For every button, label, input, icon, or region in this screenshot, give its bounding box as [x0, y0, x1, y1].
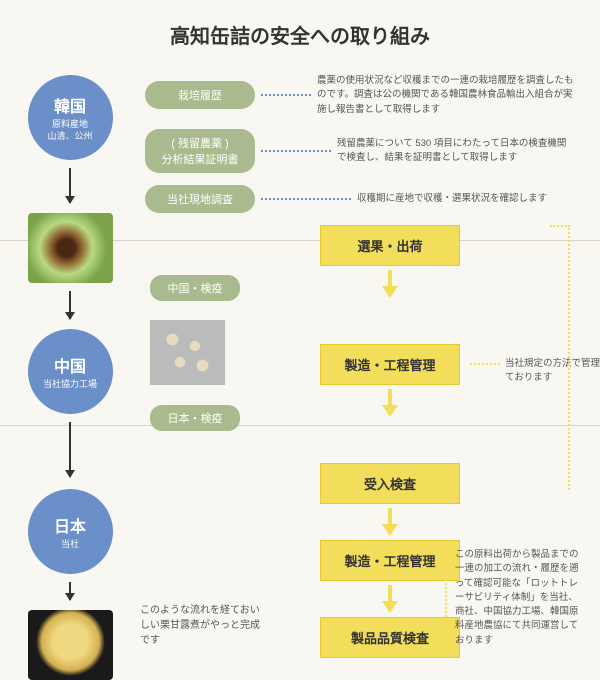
check-row: 当社現地調査 収穫期に産地で収穫・選果状況を確認します — [145, 185, 585, 213]
country-sub: 当社 — [61, 539, 79, 551]
step-select-ship: 選果・出荷 — [320, 225, 460, 266]
country-sub: 当社協力工場 — [43, 379, 97, 391]
quarantine-japan: 日本・検疫 — [150, 405, 240, 431]
country-china: 中国 当社協力工場 — [28, 329, 113, 414]
country-column: 韓国 原料産地 山清、公州 中国 当社協力工場 日本 当社 — [20, 75, 120, 680]
traceability-note: この原料出荷から製品までの一連の加工の流れ・履歴を遡って確認可能な「ロットトレー… — [445, 548, 585, 648]
country-sub: 原料産地 山清、公州 — [47, 119, 92, 142]
flow-arrow — [385, 585, 395, 613]
check-desc: 残留農薬について 530 項目にわたって日本の検査機関で検査し、結果を証明書とし… — [337, 137, 567, 166]
step-receive-inspect: 受入検査 — [320, 463, 460, 504]
chestnut-cooked-image — [28, 610, 113, 680]
chestnut-raw-image — [28, 213, 113, 283]
chestnut-peeled-image — [150, 320, 225, 385]
dotted-connector — [470, 363, 500, 365]
dotted-connector — [261, 198, 351, 200]
step-quality-inspect: 製品品質検査 — [320, 617, 460, 658]
check-row: ( 残留農薬 ) 分析結果証明書 残留農薬について 530 項目にわたって日本の… — [145, 129, 585, 173]
check-row: 栽培履歴 農薬の使用状況など収穫までの一連の栽培履歴を調査したものです。調査は公… — [145, 74, 585, 117]
check-label: 当社現地調査 — [145, 185, 255, 213]
step-manufacture: 製造・工程管理 — [320, 344, 460, 385]
step-manufacture-2: 製造・工程管理 — [320, 540, 460, 581]
country-korea: 韓国 原料産地 山清、公州 — [28, 75, 113, 160]
dotted-connector — [261, 150, 331, 152]
down-arrow — [69, 582, 71, 600]
flow-arrow — [385, 508, 395, 536]
dotted-connector — [261, 94, 311, 96]
flow-arrow — [385, 270, 395, 340]
country-name: 中国 — [54, 353, 86, 377]
check-label: ( 残留農薬 ) 分析結果証明書 — [145, 129, 255, 173]
flow-arrow — [385, 389, 395, 459]
country-name: 日本 — [54, 513, 86, 537]
down-arrow — [69, 422, 71, 477]
bracket-connector — [550, 225, 570, 490]
check-desc: 農薬の使用状況など収穫までの一連の栽培履歴を調査したものです。調査は公の機関であ… — [317, 74, 577, 117]
down-arrow — [69, 168, 71, 203]
check-desc: 収穫期に産地で収穫・選果状況を確認します — [357, 192, 557, 206]
diagram-container: 高知缶詰の安全への取り組み 韓国 原料産地 山清、公州 中国 当社協力工場 日本… — [0, 0, 600, 678]
completion-note: このような流れを経ておいしい栗甘露煮がやっと完成です — [140, 603, 260, 648]
quarantine-china: 中国・検疫 — [150, 275, 240, 301]
country-name: 韓国 — [54, 93, 86, 117]
country-japan: 日本 当社 — [28, 489, 113, 574]
check-label: 栽培履歴 — [145, 81, 255, 109]
down-arrow — [69, 291, 71, 319]
page-title: 高知缶詰の安全への取り組み — [15, 20, 585, 49]
